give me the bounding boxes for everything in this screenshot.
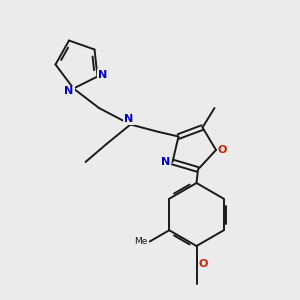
Text: N: N [64, 86, 74, 97]
Text: O: O [198, 259, 208, 269]
Text: O: O [218, 145, 227, 155]
Text: N: N [161, 157, 170, 167]
Text: Me: Me [134, 237, 147, 246]
Text: N: N [124, 114, 134, 124]
Text: N: N [98, 70, 107, 80]
